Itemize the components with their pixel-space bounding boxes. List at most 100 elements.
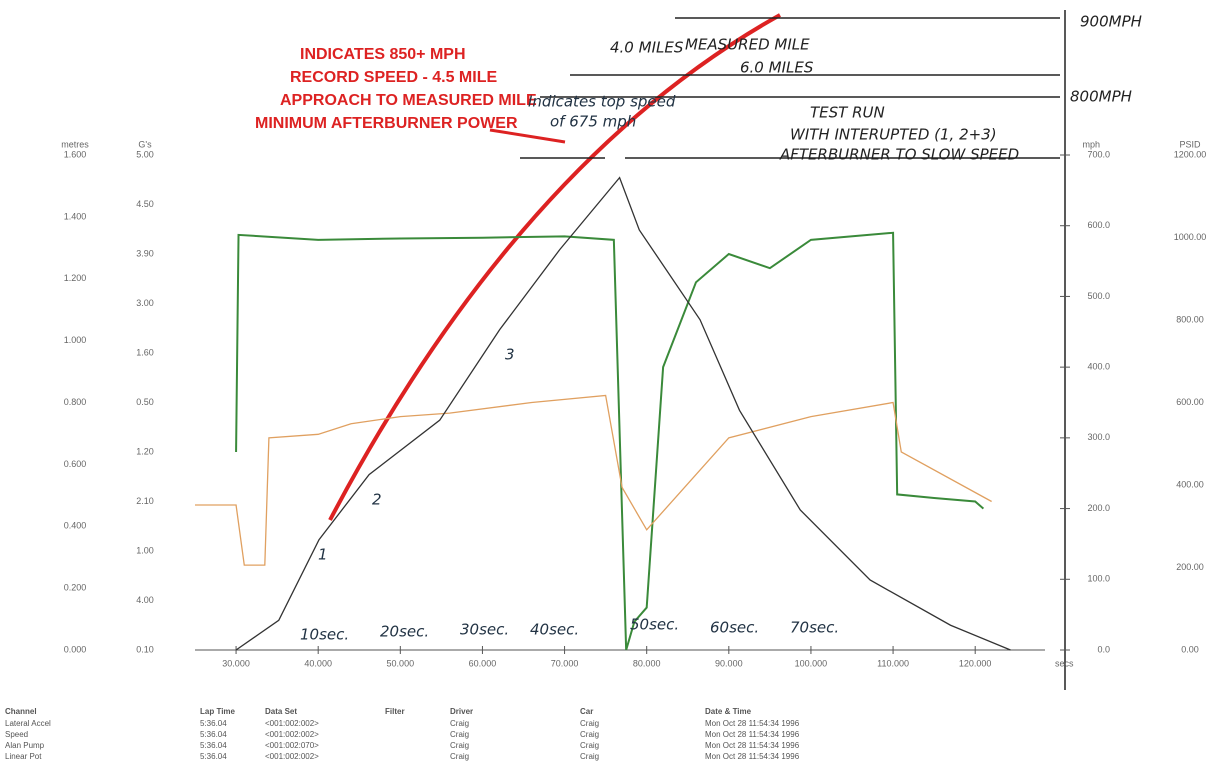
y-tick-label: 300.0 — [1087, 432, 1110, 442]
table-header: Lap Time — [200, 707, 236, 716]
y-tick-label: 200.0 — [1087, 503, 1110, 513]
annotation: Indicates top speed — [528, 93, 676, 111]
y-tick-label: 600.0 — [1087, 220, 1110, 230]
table-header: Car — [580, 707, 593, 716]
annotation: 40sec. — [530, 621, 579, 639]
table-cell: Craig — [450, 752, 469, 761]
annotation: AFTERBURNER TO SLOW SPEED — [779, 146, 1019, 164]
table-cell: Lateral Accel — [5, 719, 51, 728]
table-cell: Linear Pot — [5, 752, 42, 761]
x-tick-label: 30.000 — [222, 658, 250, 668]
table-cell: <001:002:002> — [265, 752, 319, 761]
axis-label: 1.000 — [64, 335, 87, 345]
table-cell: Craig — [580, 752, 599, 761]
x-tick-label: 50.000 — [387, 658, 415, 668]
axis-label: 2.10 — [136, 496, 154, 506]
table-cell: Speed — [5, 730, 28, 739]
axis-label: 0.000 — [64, 644, 87, 654]
axis-label: 1.600 — [64, 149, 87, 159]
axis-label: 0.800 — [64, 397, 87, 407]
table-cell: Mon Oct 28 11:54:34 1996 — [705, 719, 800, 728]
x-tick-label: 100.000 — [795, 658, 828, 668]
y-tick-label: 0.0 — [1097, 644, 1110, 654]
x-tick-label: 40.000 — [304, 658, 332, 668]
table-cell: Mon Oct 28 11:54:34 1996 — [705, 741, 800, 750]
table-header: Date & Time — [705, 707, 752, 716]
axis-label: 0.50 — [136, 397, 154, 407]
annotation: of 675 mph — [550, 113, 636, 131]
axis-label: 600.00 — [1176, 397, 1204, 407]
annotation: 70sec. — [790, 619, 839, 637]
annotation: 4.0 MILES — [610, 39, 684, 57]
axis-label: 3.00 — [136, 298, 154, 308]
axis-label: 1000.00 — [1174, 232, 1207, 242]
axis-label: 0.200 — [64, 583, 87, 593]
table-cell: <001:002:002> — [265, 719, 319, 728]
y-axis-label: mph — [1082, 139, 1100, 149]
table-cell: 5:36.04 — [200, 741, 227, 750]
annotation: APPROACH TO MEASURED MILE — [280, 92, 537, 109]
table-cell: 5:36.04 — [200, 719, 227, 728]
table-cell: <001:002:070> — [265, 741, 319, 750]
table-cell: Craig — [580, 730, 599, 739]
y-tick-label: 700.0 — [1087, 149, 1110, 159]
annotation: 800MPH — [1070, 88, 1132, 106]
annotation: 2 — [372, 491, 382, 509]
annotation: 10sec. — [300, 626, 349, 644]
x-tick-label: 60.000 — [469, 658, 497, 668]
axis-label: 1.00 — [136, 545, 154, 555]
table-cell: Craig — [580, 719, 599, 728]
axis-title: PSID — [1179, 139, 1201, 149]
axis-label: 400.00 — [1176, 479, 1204, 489]
axis-label: 0.400 — [64, 521, 87, 531]
chart: 30.00040.00050.00060.00070.00080.00090.0… — [0, 0, 1226, 776]
annotation: 3 — [505, 346, 515, 364]
annotation: MEASURED MILE — [685, 36, 810, 54]
table-cell: Craig — [450, 730, 469, 739]
axis-label: 3.90 — [136, 248, 154, 258]
x-axis-label: secs — [1055, 658, 1074, 668]
y-tick-label: 400.0 — [1087, 362, 1110, 372]
table-header: Channel — [5, 707, 37, 716]
table-header: Filter — [385, 707, 405, 716]
table-cell: Mon Oct 28 11:54:34 1996 — [705, 752, 800, 761]
x-tick-label: 110.000 — [877, 658, 909, 668]
axis-label: 0.10 — [136, 644, 154, 654]
axis-label: 0.600 — [64, 459, 87, 469]
y-tick-label: 100.0 — [1087, 574, 1110, 584]
x-tick-label: 80.000 — [633, 658, 661, 668]
axis-label: 1.400 — [64, 211, 87, 221]
annotation: RECORD SPEED - 4.5 MILE — [290, 69, 497, 86]
table-cell: 5:36.04 — [200, 752, 227, 761]
table-cell: Mon Oct 28 11:54:34 1996 — [705, 730, 800, 739]
annotation: INDICATES 850+ MPH — [300, 46, 466, 63]
axis-label: 1.20 — [136, 446, 154, 456]
axis-label: 5.00 — [136, 149, 154, 159]
table-cell: Craig — [580, 741, 599, 750]
annotation: 900MPH — [1080, 13, 1142, 31]
annotation: WITH INTERUPTED (1, 2+3) — [790, 126, 997, 144]
annotation: 30sec. — [460, 621, 509, 639]
axis-title: metres — [61, 139, 89, 149]
y-tick-label: 500.0 — [1087, 291, 1110, 301]
annotation: TEST RUN — [810, 104, 885, 122]
annotation: MINIMUM AFTERBURNER POWER — [255, 115, 518, 132]
axis-label: 4.50 — [136, 199, 154, 209]
x-tick-label: 70.000 — [551, 658, 579, 668]
axis-title: G's — [138, 139, 152, 149]
axis-label: 1.60 — [136, 347, 154, 357]
table-cell: Alan Pump — [5, 741, 45, 750]
annotation: 50sec. — [630, 616, 679, 634]
axis-label: 1200.00 — [1174, 149, 1207, 159]
axis-label: 4.00 — [136, 595, 154, 605]
annotation: 6.0 MILES — [740, 59, 814, 77]
annotation: 1 — [318, 546, 328, 564]
annotation: 20sec. — [380, 623, 429, 641]
series-line — [195, 395, 992, 565]
table-cell: <001:002:002> — [265, 730, 319, 739]
axis-label: 0.00 — [1181, 644, 1199, 654]
axis-label: 800.00 — [1176, 314, 1204, 324]
axis-label: 1.200 — [64, 273, 87, 283]
table-cell: Craig — [450, 741, 469, 750]
axis-label: 200.00 — [1176, 562, 1204, 572]
